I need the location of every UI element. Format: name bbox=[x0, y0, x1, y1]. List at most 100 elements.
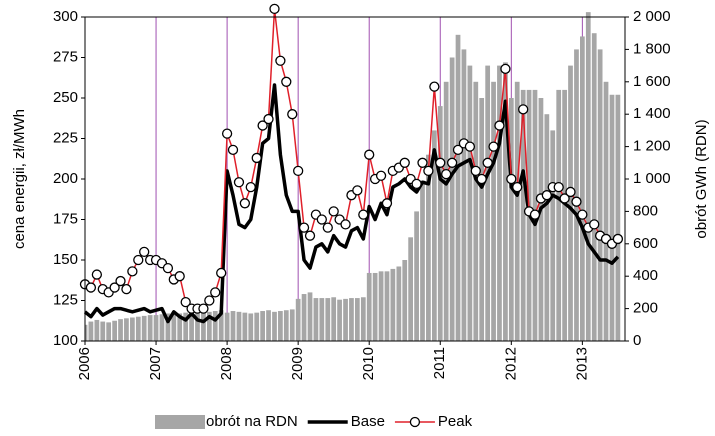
y-tick-label: 300 bbox=[53, 8, 78, 25]
x-tick-label: 2009 bbox=[289, 347, 306, 380]
legend-marker bbox=[409, 416, 421, 428]
bar bbox=[183, 312, 189, 341]
bar bbox=[242, 312, 248, 341]
bar bbox=[402, 260, 408, 341]
point bbox=[500, 63, 511, 74]
point bbox=[612, 233, 624, 245]
x-tick-label: 2010 bbox=[360, 347, 377, 380]
point bbox=[446, 157, 458, 168]
point bbox=[452, 144, 464, 155]
point bbox=[506, 173, 517, 185]
bar bbox=[437, 106, 443, 341]
point bbox=[559, 193, 570, 204]
bar bbox=[354, 298, 360, 341]
bar bbox=[349, 298, 354, 341]
point bbox=[85, 282, 97, 293]
point bbox=[494, 120, 505, 131]
bar bbox=[301, 294, 307, 341]
bar bbox=[147, 315, 153, 341]
bar bbox=[467, 65, 473, 341]
point bbox=[180, 296, 191, 308]
point bbox=[482, 157, 493, 168]
y2-tick-label: 1 400 bbox=[633, 105, 671, 122]
y-tick-label: 175 bbox=[53, 210, 78, 227]
bar bbox=[443, 81, 449, 341]
point bbox=[204, 295, 215, 306]
point bbox=[298, 222, 310, 233]
point bbox=[441, 168, 452, 180]
bar bbox=[514, 81, 520, 341]
point bbox=[316, 214, 327, 225]
point bbox=[133, 254, 144, 266]
x-tick-label: 2011 bbox=[431, 347, 448, 379]
bar bbox=[485, 65, 491, 341]
point bbox=[221, 128, 233, 139]
point bbox=[358, 209, 369, 220]
point bbox=[281, 76, 292, 87]
point bbox=[328, 206, 339, 217]
point bbox=[571, 196, 582, 207]
bar bbox=[224, 312, 230, 341]
plot-area bbox=[85, 12, 621, 341]
bar bbox=[266, 310, 271, 341]
bar bbox=[230, 311, 236, 341]
bar bbox=[390, 268, 396, 341]
bar bbox=[343, 298, 348, 341]
bar bbox=[556, 89, 562, 341]
point bbox=[518, 104, 529, 115]
bar bbox=[473, 81, 479, 341]
bar bbox=[313, 298, 319, 341]
bar bbox=[118, 319, 123, 341]
bar bbox=[360, 297, 366, 341]
point bbox=[429, 81, 440, 92]
point bbox=[476, 173, 487, 185]
bar bbox=[396, 266, 402, 341]
point bbox=[91, 269, 103, 280]
point bbox=[364, 149, 375, 160]
point bbox=[411, 178, 422, 190]
point bbox=[423, 165, 434, 177]
bar bbox=[615, 94, 621, 341]
legend-label: obrót na RDN bbox=[206, 413, 298, 430]
point bbox=[216, 267, 227, 279]
bar bbox=[130, 317, 135, 341]
legend-label: Base bbox=[351, 413, 385, 430]
bar bbox=[508, 98, 514, 341]
point bbox=[488, 141, 499, 152]
point bbox=[174, 271, 185, 282]
point bbox=[210, 287, 221, 298]
bar bbox=[520, 89, 526, 341]
bar bbox=[372, 272, 378, 341]
bar bbox=[283, 310, 289, 341]
bar bbox=[159, 314, 165, 341]
bar bbox=[289, 309, 295, 341]
bar bbox=[550, 130, 556, 341]
bar bbox=[153, 315, 159, 341]
y2-tick-label: 600 bbox=[633, 235, 658, 252]
y2-tick-label: 1 800 bbox=[633, 40, 671, 57]
y2-tick-label: 1 600 bbox=[633, 73, 671, 90]
bar bbox=[568, 65, 573, 341]
point bbox=[464, 141, 476, 152]
bar bbox=[455, 34, 461, 341]
bar bbox=[260, 311, 265, 341]
plot-frame bbox=[84, 16, 626, 342]
point bbox=[577, 209, 588, 220]
y-tick-label: 150 bbox=[53, 251, 78, 268]
point bbox=[435, 157, 446, 168]
point bbox=[275, 55, 286, 66]
bar bbox=[88, 321, 94, 341]
point bbox=[417, 157, 428, 168]
bar bbox=[218, 310, 224, 341]
bar bbox=[479, 98, 485, 341]
y-tick-label: 125 bbox=[53, 291, 78, 308]
bar bbox=[206, 311, 212, 341]
point bbox=[227, 144, 239, 155]
bar bbox=[100, 321, 106, 341]
point bbox=[399, 157, 410, 168]
bar bbox=[135, 316, 141, 341]
bar bbox=[461, 49, 467, 341]
y-tick-label: 100 bbox=[53, 332, 78, 349]
